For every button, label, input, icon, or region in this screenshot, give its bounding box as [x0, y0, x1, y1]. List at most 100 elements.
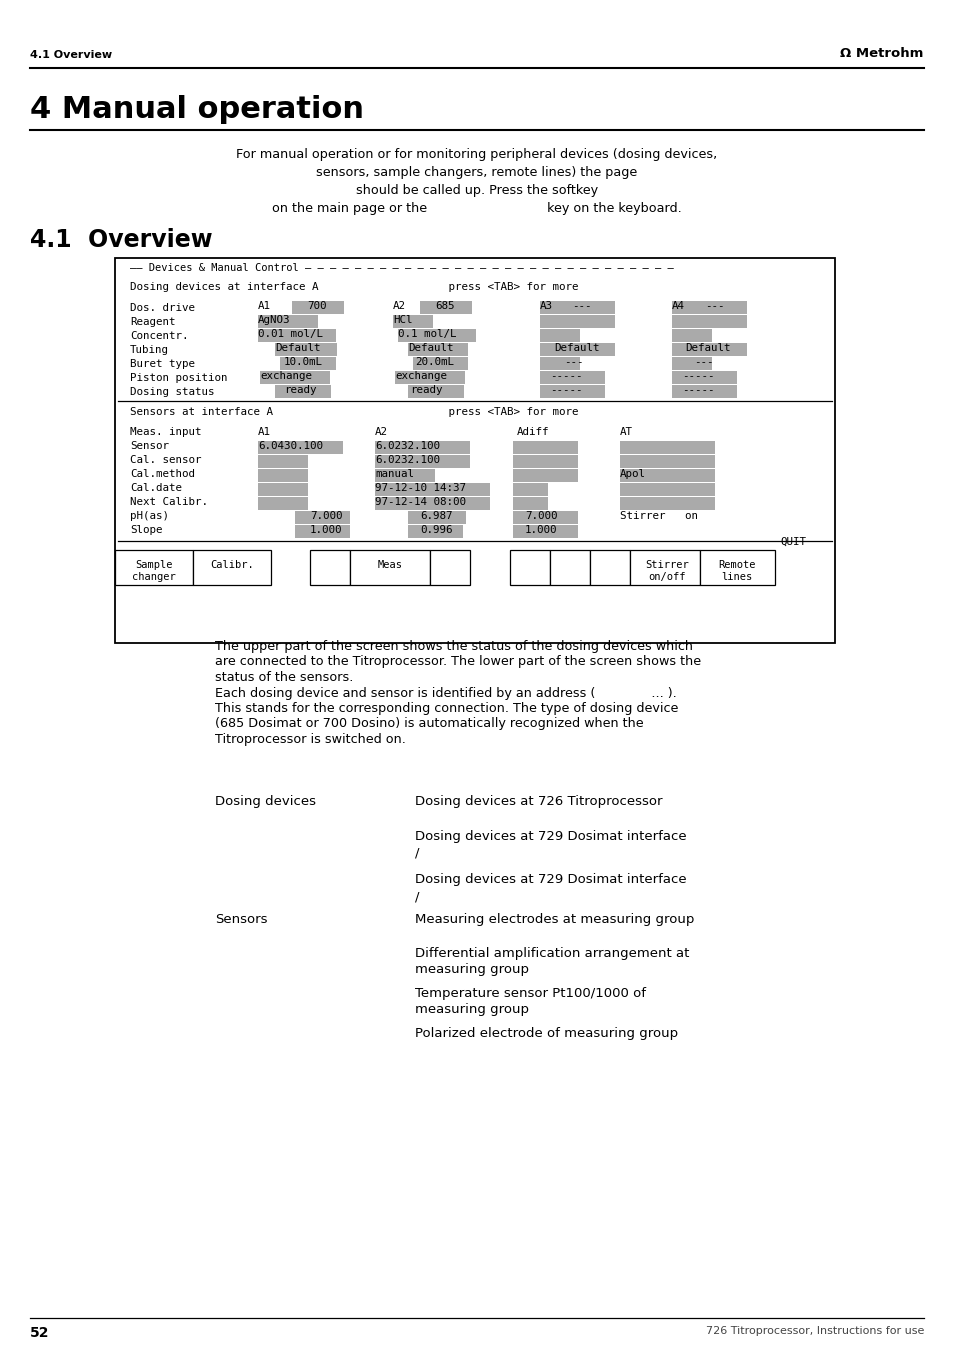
Bar [700, 550, 774, 585]
Text: Default: Default [554, 343, 598, 353]
Text: status of the sensors.: status of the sensors. [214, 671, 353, 684]
Bar [375, 469, 435, 482]
Text: Titroprocessor is switched on.: Titroprocessor is switched on. [214, 734, 405, 746]
Bar [274, 343, 336, 357]
Bar [671, 301, 746, 313]
Text: Default: Default [408, 343, 453, 353]
Text: exchange: exchange [395, 372, 447, 381]
Text: Cal.date: Cal.date [130, 484, 182, 493]
Text: 52: 52 [30, 1325, 50, 1340]
Bar [257, 455, 308, 467]
Bar [375, 455, 470, 467]
Bar [193, 550, 271, 585]
Bar [395, 372, 464, 384]
Bar [375, 484, 490, 496]
Text: Calibr.: Calibr. [210, 561, 253, 570]
Bar [550, 550, 589, 585]
Text: Reagent: Reagent [130, 317, 175, 327]
Bar [430, 550, 470, 585]
Text: Remote
lines: Remote lines [718, 561, 755, 581]
Text: /: / [415, 890, 419, 902]
Text: Slope: Slope [130, 526, 162, 535]
Text: AgNO3: AgNO3 [257, 315, 291, 326]
Text: Dosing devices at 726 Titroprocessor: Dosing devices at 726 Titroprocessor [415, 794, 661, 808]
Bar [619, 469, 714, 482]
Bar [513, 469, 578, 482]
Text: 700: 700 [307, 301, 326, 311]
Bar [115, 550, 193, 585]
Text: on the main page or the                              key on the keyboard.: on the main page or the key on the keybo… [272, 203, 681, 215]
Text: For manual operation or for monitoring peripheral devices (dosing devices,: For manual operation or for monitoring p… [236, 149, 717, 161]
Text: -----: ----- [681, 385, 714, 394]
Bar [294, 526, 350, 538]
Text: 0.1 mol/L: 0.1 mol/L [397, 330, 456, 339]
Bar [619, 484, 714, 496]
Text: Polarized electrode of measuring group: Polarized electrode of measuring group [415, 1027, 678, 1040]
Text: Cal.method: Cal.method [130, 469, 194, 480]
Text: 97-12-10 14:37: 97-12-10 14:37 [375, 484, 465, 493]
Text: pH(as): pH(as) [130, 511, 169, 521]
Text: 20.0mL: 20.0mL [415, 357, 454, 367]
Bar [513, 440, 578, 454]
Text: Default: Default [684, 343, 730, 353]
Text: 7.000: 7.000 [524, 511, 557, 521]
Text: This stands for the corresponding connection. The type of dosing device: This stands for the corresponding connec… [214, 703, 678, 715]
Text: Meas. input: Meas. input [130, 427, 201, 436]
Text: Measuring electrodes at measuring group: Measuring electrodes at measuring group [415, 913, 694, 925]
Bar [408, 511, 465, 524]
Bar [375, 497, 490, 509]
Text: are connected to the Titroprocessor. The lower part of the screen shows the: are connected to the Titroprocessor. The… [214, 655, 700, 669]
Bar [408, 385, 463, 399]
Bar [115, 258, 834, 643]
Text: Stirrer   on: Stirrer on [619, 511, 698, 521]
Bar [539, 385, 604, 399]
Text: Dos. drive: Dos. drive [130, 303, 194, 313]
Text: A1: A1 [257, 427, 271, 436]
Text: Sample
changer: Sample changer [132, 561, 175, 581]
Bar [513, 455, 578, 467]
Text: Dosing devices at 729 Dosimat interface: Dosing devices at 729 Dosimat interface [415, 830, 686, 843]
Text: HCl: HCl [393, 315, 412, 326]
Text: Temperature sensor Pt100/1000 of: Temperature sensor Pt100/1000 of [415, 988, 645, 1000]
Text: ready: ready [284, 385, 316, 394]
Text: A3: A3 [539, 301, 553, 311]
Text: -----: ----- [681, 372, 714, 381]
Text: Dosing devices at interface A                    press <TAB> for more: Dosing devices at interface A press <TAB… [130, 282, 578, 292]
Text: 6.0232.100: 6.0232.100 [375, 455, 439, 465]
Bar [393, 315, 433, 328]
Bar [539, 330, 579, 342]
Bar [513, 497, 547, 509]
Bar [619, 455, 714, 467]
Text: AT: AT [619, 427, 633, 436]
Bar [408, 343, 468, 357]
Text: Differential amplification arrangement at: Differential amplification arrangement a… [415, 947, 689, 961]
Bar [257, 440, 343, 454]
Text: 7.000: 7.000 [310, 511, 342, 521]
Text: Sensors at interface A                           press <TAB> for more: Sensors at interface A press <TAB> for m… [130, 407, 578, 417]
Bar [257, 469, 308, 482]
Text: measuring group: measuring group [415, 1002, 529, 1016]
Text: Sensors: Sensors [214, 913, 267, 925]
Text: Each dosing device and sensor is identified by an address (              ... ).: Each dosing device and sensor is identif… [214, 686, 676, 700]
Bar [539, 301, 615, 313]
Bar [671, 357, 711, 370]
Bar [513, 526, 578, 538]
Bar [350, 550, 430, 585]
Text: 10.0mL: 10.0mL [284, 357, 323, 367]
Text: —— Devices & Manual Control — — — — — — — — — — — — — — — — — — — — — — — — — — : —— Devices & Manual Control — — — — — — … [130, 263, 673, 273]
Bar [539, 343, 615, 357]
Text: 4.1  Overview: 4.1 Overview [30, 228, 213, 253]
Bar [539, 357, 579, 370]
Bar [257, 315, 317, 328]
Bar [375, 440, 470, 454]
Bar [257, 330, 335, 342]
Bar [510, 550, 550, 585]
Bar [513, 511, 578, 524]
Text: 1.000: 1.000 [524, 526, 557, 535]
Bar [513, 484, 547, 496]
Text: Default: Default [274, 343, 320, 353]
Text: Dosing status: Dosing status [130, 386, 214, 397]
Bar [619, 497, 714, 509]
Text: A1: A1 [257, 301, 271, 311]
Text: 6.987: 6.987 [419, 511, 452, 521]
